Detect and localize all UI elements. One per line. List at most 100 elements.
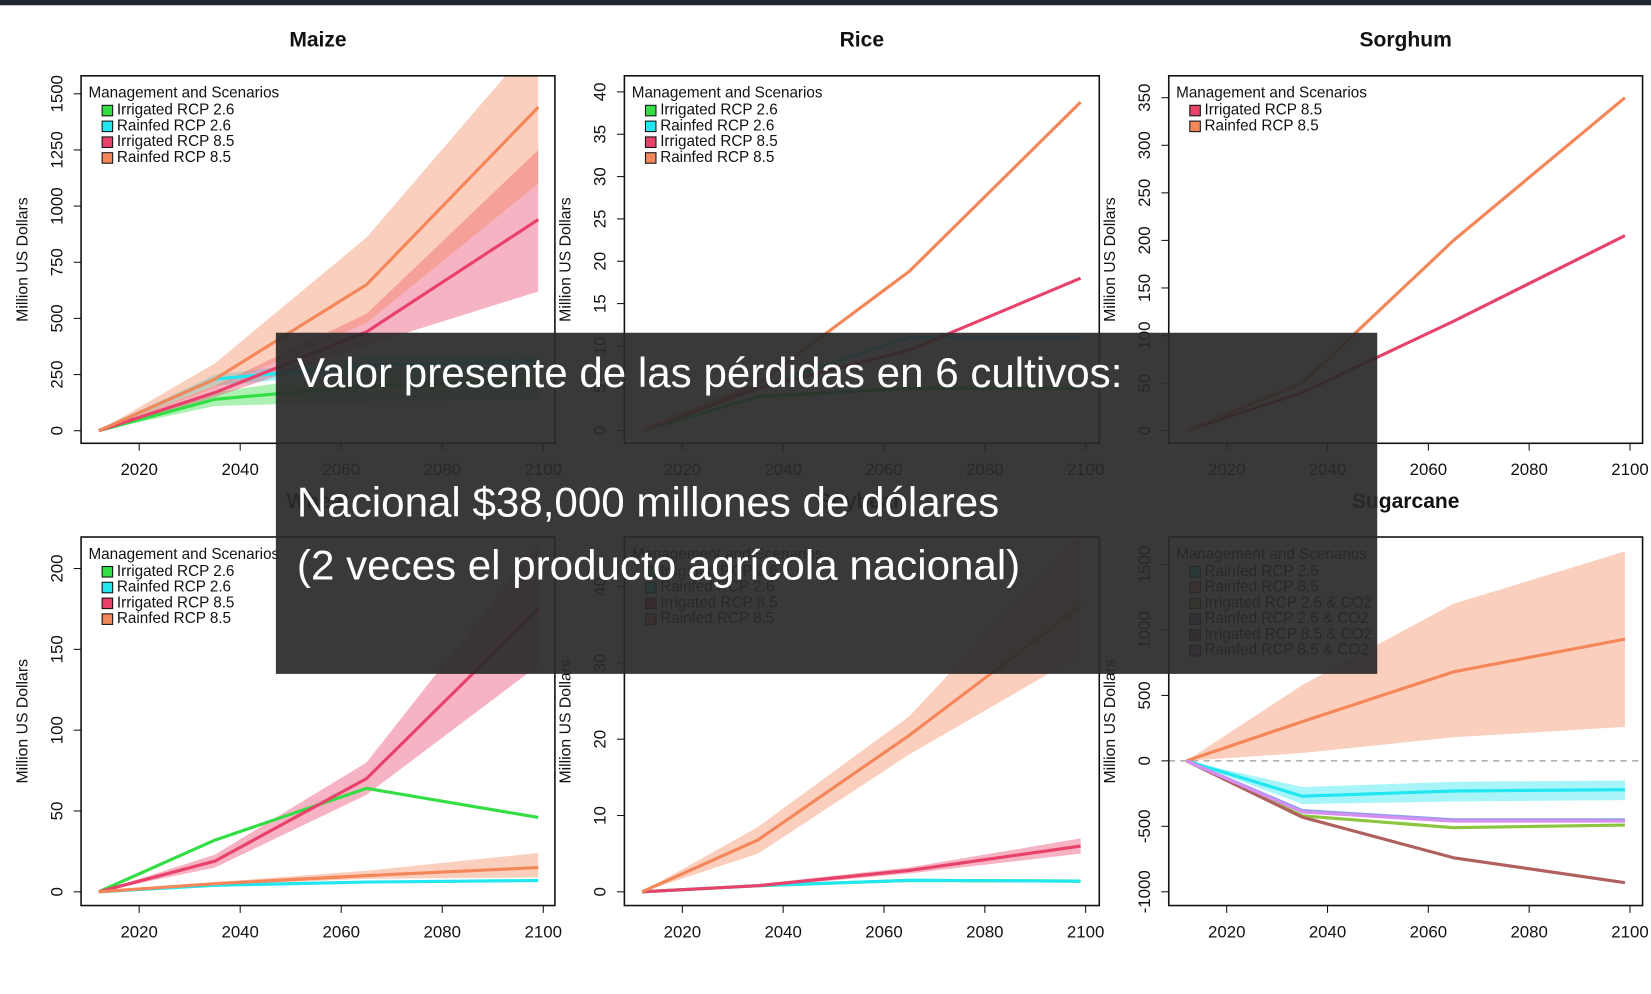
overlay: Valor presente de las pérdidas en 6 cult… [275, 332, 1378, 674]
legend-label: Irrigated RCP 8.5 [1205, 102, 1323, 119]
y-tick-label: 40 [591, 83, 610, 102]
y-tick-label: 1500 [47, 75, 66, 112]
y-tick-label: 35 [591, 125, 610, 144]
x-tick-label: 2040 [764, 922, 801, 941]
uncertainty-band [1186, 551, 1625, 761]
y-tick-label: 150 [1135, 274, 1154, 302]
x-tick-label: 2080 [1510, 922, 1547, 941]
x-tick-label: 2020 [664, 922, 701, 941]
legend-title: Management and Scenarios [88, 85, 279, 102]
uncertainty-band [98, 149, 539, 431]
y-tick-label: 30 [591, 167, 610, 186]
legend-label: Irrigated RCP 2.6 [117, 563, 235, 580]
legend-label: Irrigated RCP 2.6 [117, 102, 235, 119]
legend-label: Irrigated RCP 8.5 [117, 133, 235, 150]
overlay-text: (2 veces el producto agrícola nacional) [297, 542, 1020, 589]
series-line [98, 106, 540, 433]
y-axis-label: Million US Dollars [1102, 197, 1119, 322]
x-tick-label: 2060 [323, 922, 360, 941]
y-tick-label: 100 [47, 716, 66, 744]
legend-label: Rainfed RCP 8.5 [117, 149, 231, 166]
x-tick-label: 2100 [1611, 922, 1648, 941]
y-axis-label: Million US Dollars [14, 659, 31, 784]
x-tick-label: 2040 [221, 460, 258, 479]
plot-frame [1167, 75, 1644, 445]
panel-title: Rice [840, 29, 884, 52]
legend-swatch [644, 104, 657, 117]
y-tick-label: 300 [1135, 131, 1154, 159]
plot-frame [1167, 536, 1644, 907]
y-tick-label: 350 [1135, 84, 1154, 112]
legend-swatch [1189, 120, 1201, 133]
x-tick-label: 2060 [865, 922, 902, 941]
x-tick-label: 2020 [1208, 922, 1245, 941]
series-line [98, 786, 539, 894]
legend-swatch [101, 613, 114, 625]
y-tick-label: 0 [47, 426, 66, 435]
legend-swatch [101, 136, 114, 148]
y-tick-label: 250 [47, 361, 66, 389]
x-tick-label: 2080 [966, 922, 1003, 941]
y-tick-label: 20 [591, 252, 610, 271]
y-axis-label: Million US Dollars [1102, 659, 1119, 784]
overlay-text: Nacional $38,000 millones de dólares [297, 479, 999, 526]
x-tick-label: 2100 [1611, 460, 1648, 479]
y-tick-label: 50 [47, 802, 66, 821]
overlay-text: Valor presente de las pérdidas en 6 cult… [297, 349, 1123, 396]
y-tick-label: 0 [1135, 756, 1154, 765]
series-line [98, 865, 539, 894]
legend-swatch [1189, 104, 1201, 117]
y-tick-label: 15 [591, 294, 610, 313]
y-tick-label: 200 [47, 554, 66, 582]
overlay-box [275, 332, 1378, 674]
y-tick-label: -500 [1135, 809, 1154, 843]
legend-label: Rainfed RCP 2.6 [117, 579, 231, 596]
x-tick-label: 2100 [1067, 922, 1104, 941]
uncertainty-band [98, 75, 539, 431]
legend-label: Irrigated RCP 8.5 [660, 133, 778, 150]
y-axis-label: Million US Dollars [14, 197, 31, 322]
legend-label: Rainfed RCP 2.6 [117, 117, 231, 134]
legend-title: Management and Scenarios [1176, 85, 1367, 102]
legend-swatch [101, 152, 114, 164]
panel-title: Maize [289, 29, 346, 52]
y-tick-label: 25 [591, 210, 610, 229]
x-tick-label: 2020 [120, 922, 157, 941]
series-line [641, 878, 1081, 894]
y-tick-label: 1250 [47, 131, 66, 168]
series-line [1185, 759, 1625, 823]
y-tick-label: 1000 [47, 187, 66, 224]
legend-swatch [101, 565, 114, 578]
y-axis-label: Million US Dollars [558, 659, 575, 784]
plot-area [1168, 551, 1643, 885]
plot-area [98, 544, 540, 894]
x-tick-label: 2100 [525, 922, 562, 941]
x-tick-label: 2040 [221, 922, 258, 941]
series-line [641, 844, 1081, 894]
legend-title: Management and Scenarios [88, 546, 279, 563]
x-tick-label: 2080 [424, 922, 461, 941]
panel-title: Sugarcane [1352, 490, 1460, 513]
x-tick-label: 2060 [1410, 460, 1447, 479]
legend-title: Management and Scenarios [632, 85, 823, 102]
y-tick-label: 750 [47, 248, 66, 276]
uncertainty-band [98, 544, 539, 892]
y-tick-label: 0 [47, 887, 66, 896]
series-line [1185, 759, 1626, 885]
y-tick-label: 500 [47, 304, 66, 332]
y-tick-label: 0 [591, 887, 610, 896]
y-tick-label: 500 [1135, 681, 1154, 709]
y-tick-label: -1000 [1135, 870, 1154, 913]
y-tick-label: 20 [591, 730, 610, 749]
legend-swatch [101, 597, 114, 610]
y-tick-label: 250 [1135, 179, 1154, 207]
y-tick-label: 10 [591, 806, 610, 825]
legend-swatch [101, 581, 114, 594]
legend-label: Rainfed RCP 2.6 [660, 117, 774, 134]
y-tick-label: 200 [1135, 226, 1154, 254]
legend-label: Rainfed RCP 8.5 [1205, 117, 1319, 134]
series-line [98, 607, 540, 894]
y-tick-label: 150 [47, 635, 66, 663]
